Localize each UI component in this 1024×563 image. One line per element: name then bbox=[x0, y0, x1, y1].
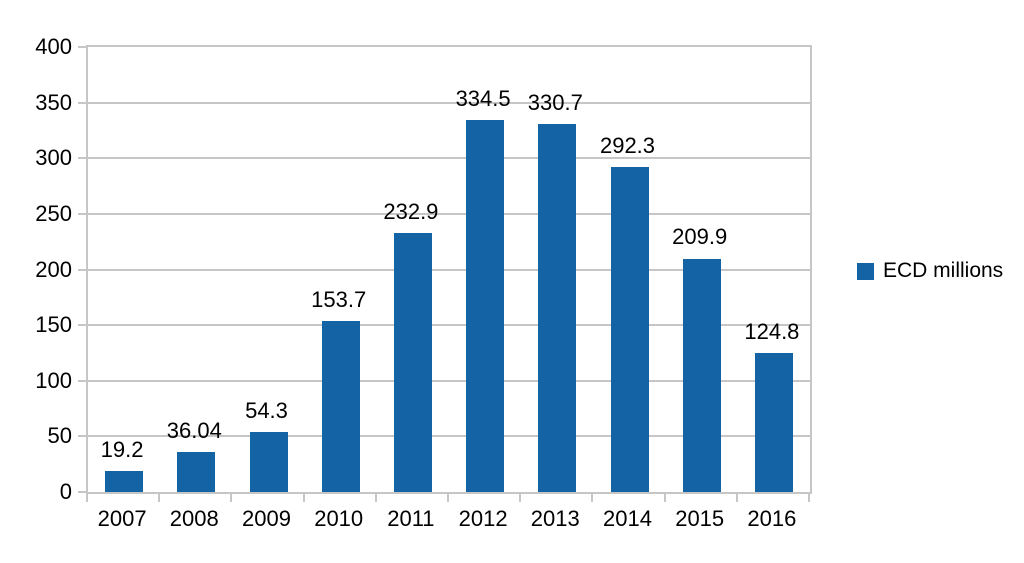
gridline bbox=[88, 324, 810, 327]
x-axis-tick bbox=[663, 494, 666, 502]
bar-2015 bbox=[682, 258, 721, 492]
bar-value-label: 330.7 bbox=[527, 90, 583, 116]
x-axis-tick bbox=[447, 494, 449, 502]
y-axis-tick-label: 300 bbox=[35, 145, 72, 171]
x-axis-tick-label: 2014 bbox=[603, 506, 652, 531]
y-axis-tick bbox=[78, 46, 86, 48]
bar-value-label: 334.5 bbox=[455, 85, 511, 111]
x-axis-tick bbox=[230, 494, 233, 502]
bar-2010 bbox=[321, 321, 360, 492]
x-axis-tick bbox=[735, 494, 738, 502]
gridline bbox=[88, 379, 810, 382]
x-axis-tick bbox=[86, 494, 88, 502]
bar-2008 bbox=[177, 451, 216, 492]
bar-2011 bbox=[393, 232, 432, 492]
x-axis-tick bbox=[519, 494, 522, 502]
x-axis-tick bbox=[302, 494, 305, 502]
bar-value-label: 36.04 bbox=[166, 417, 222, 443]
y-axis-tick bbox=[78, 379, 86, 382]
bar-2014 bbox=[610, 166, 649, 492]
y-axis-tick bbox=[78, 212, 86, 215]
gridline bbox=[88, 157, 810, 160]
bar-value-label: 209.9 bbox=[672, 224, 728, 250]
x-axis-tick-label: 2010 bbox=[314, 506, 364, 531]
y-axis-tick bbox=[78, 101, 86, 104]
y-axis-tick-label: 0 bbox=[59, 479, 72, 504]
legend-label: ECD millions bbox=[883, 259, 1004, 282]
y-axis-tick-label: 50 bbox=[47, 423, 72, 449]
gridline bbox=[88, 101, 810, 104]
bar-2012 bbox=[466, 119, 505, 492]
y-axis-tick bbox=[78, 268, 86, 271]
bar-value-label: 124.8 bbox=[744, 319, 800, 345]
bar-value-label: 292.3 bbox=[599, 132, 656, 158]
y-axis-tick-label: 400 bbox=[35, 34, 72, 59]
bar-value-label: 19.2 bbox=[100, 436, 144, 462]
chart-legend: ECD millions bbox=[857, 259, 1003, 283]
bar-2013 bbox=[538, 124, 577, 492]
x-axis-tick bbox=[158, 494, 161, 502]
bar-2009 bbox=[249, 431, 288, 492]
x-axis-tick-label: 2015 bbox=[675, 506, 725, 531]
chart-plot-area bbox=[86, 45, 812, 494]
y-axis-tick bbox=[78, 324, 86, 327]
y-axis-tick-label: 250 bbox=[35, 200, 72, 226]
y-axis-tick bbox=[78, 491, 86, 493]
y-axis-tick-label: 150 bbox=[35, 312, 72, 338]
bar-value-label: 54.3 bbox=[245, 397, 288, 423]
x-axis-tick-label: 2011 bbox=[387, 506, 435, 531]
y-axis-tick bbox=[78, 157, 86, 160]
legend-swatch-icon bbox=[857, 262, 874, 280]
y-axis-tick-label: 200 bbox=[35, 256, 72, 282]
y-axis-tick-label: 100 bbox=[35, 367, 72, 393]
x-axis-tick-label: 2016 bbox=[747, 506, 797, 531]
x-axis-tick-label: 2013 bbox=[530, 506, 580, 531]
gridline bbox=[88, 212, 810, 215]
x-axis-tick-label: 2012 bbox=[458, 506, 508, 531]
x-axis-tick bbox=[808, 494, 810, 502]
bar-value-label: 153.7 bbox=[311, 287, 367, 312]
x-axis-tick-label: 2008 bbox=[169, 506, 219, 531]
gridline bbox=[88, 435, 810, 438]
y-axis-tick bbox=[78, 435, 86, 438]
x-axis-tick bbox=[374, 494, 377, 502]
x-axis-tick-label: 2009 bbox=[242, 506, 291, 531]
y-axis-tick-label: 350 bbox=[35, 89, 72, 115]
bar-2016 bbox=[754, 353, 793, 492]
x-axis-tick bbox=[591, 494, 594, 502]
bar-value-label: 232.9 bbox=[383, 198, 439, 224]
x-axis-tick-label: 2007 bbox=[97, 506, 147, 531]
bar-2007 bbox=[105, 470, 144, 492]
gridline bbox=[88, 268, 810, 271]
